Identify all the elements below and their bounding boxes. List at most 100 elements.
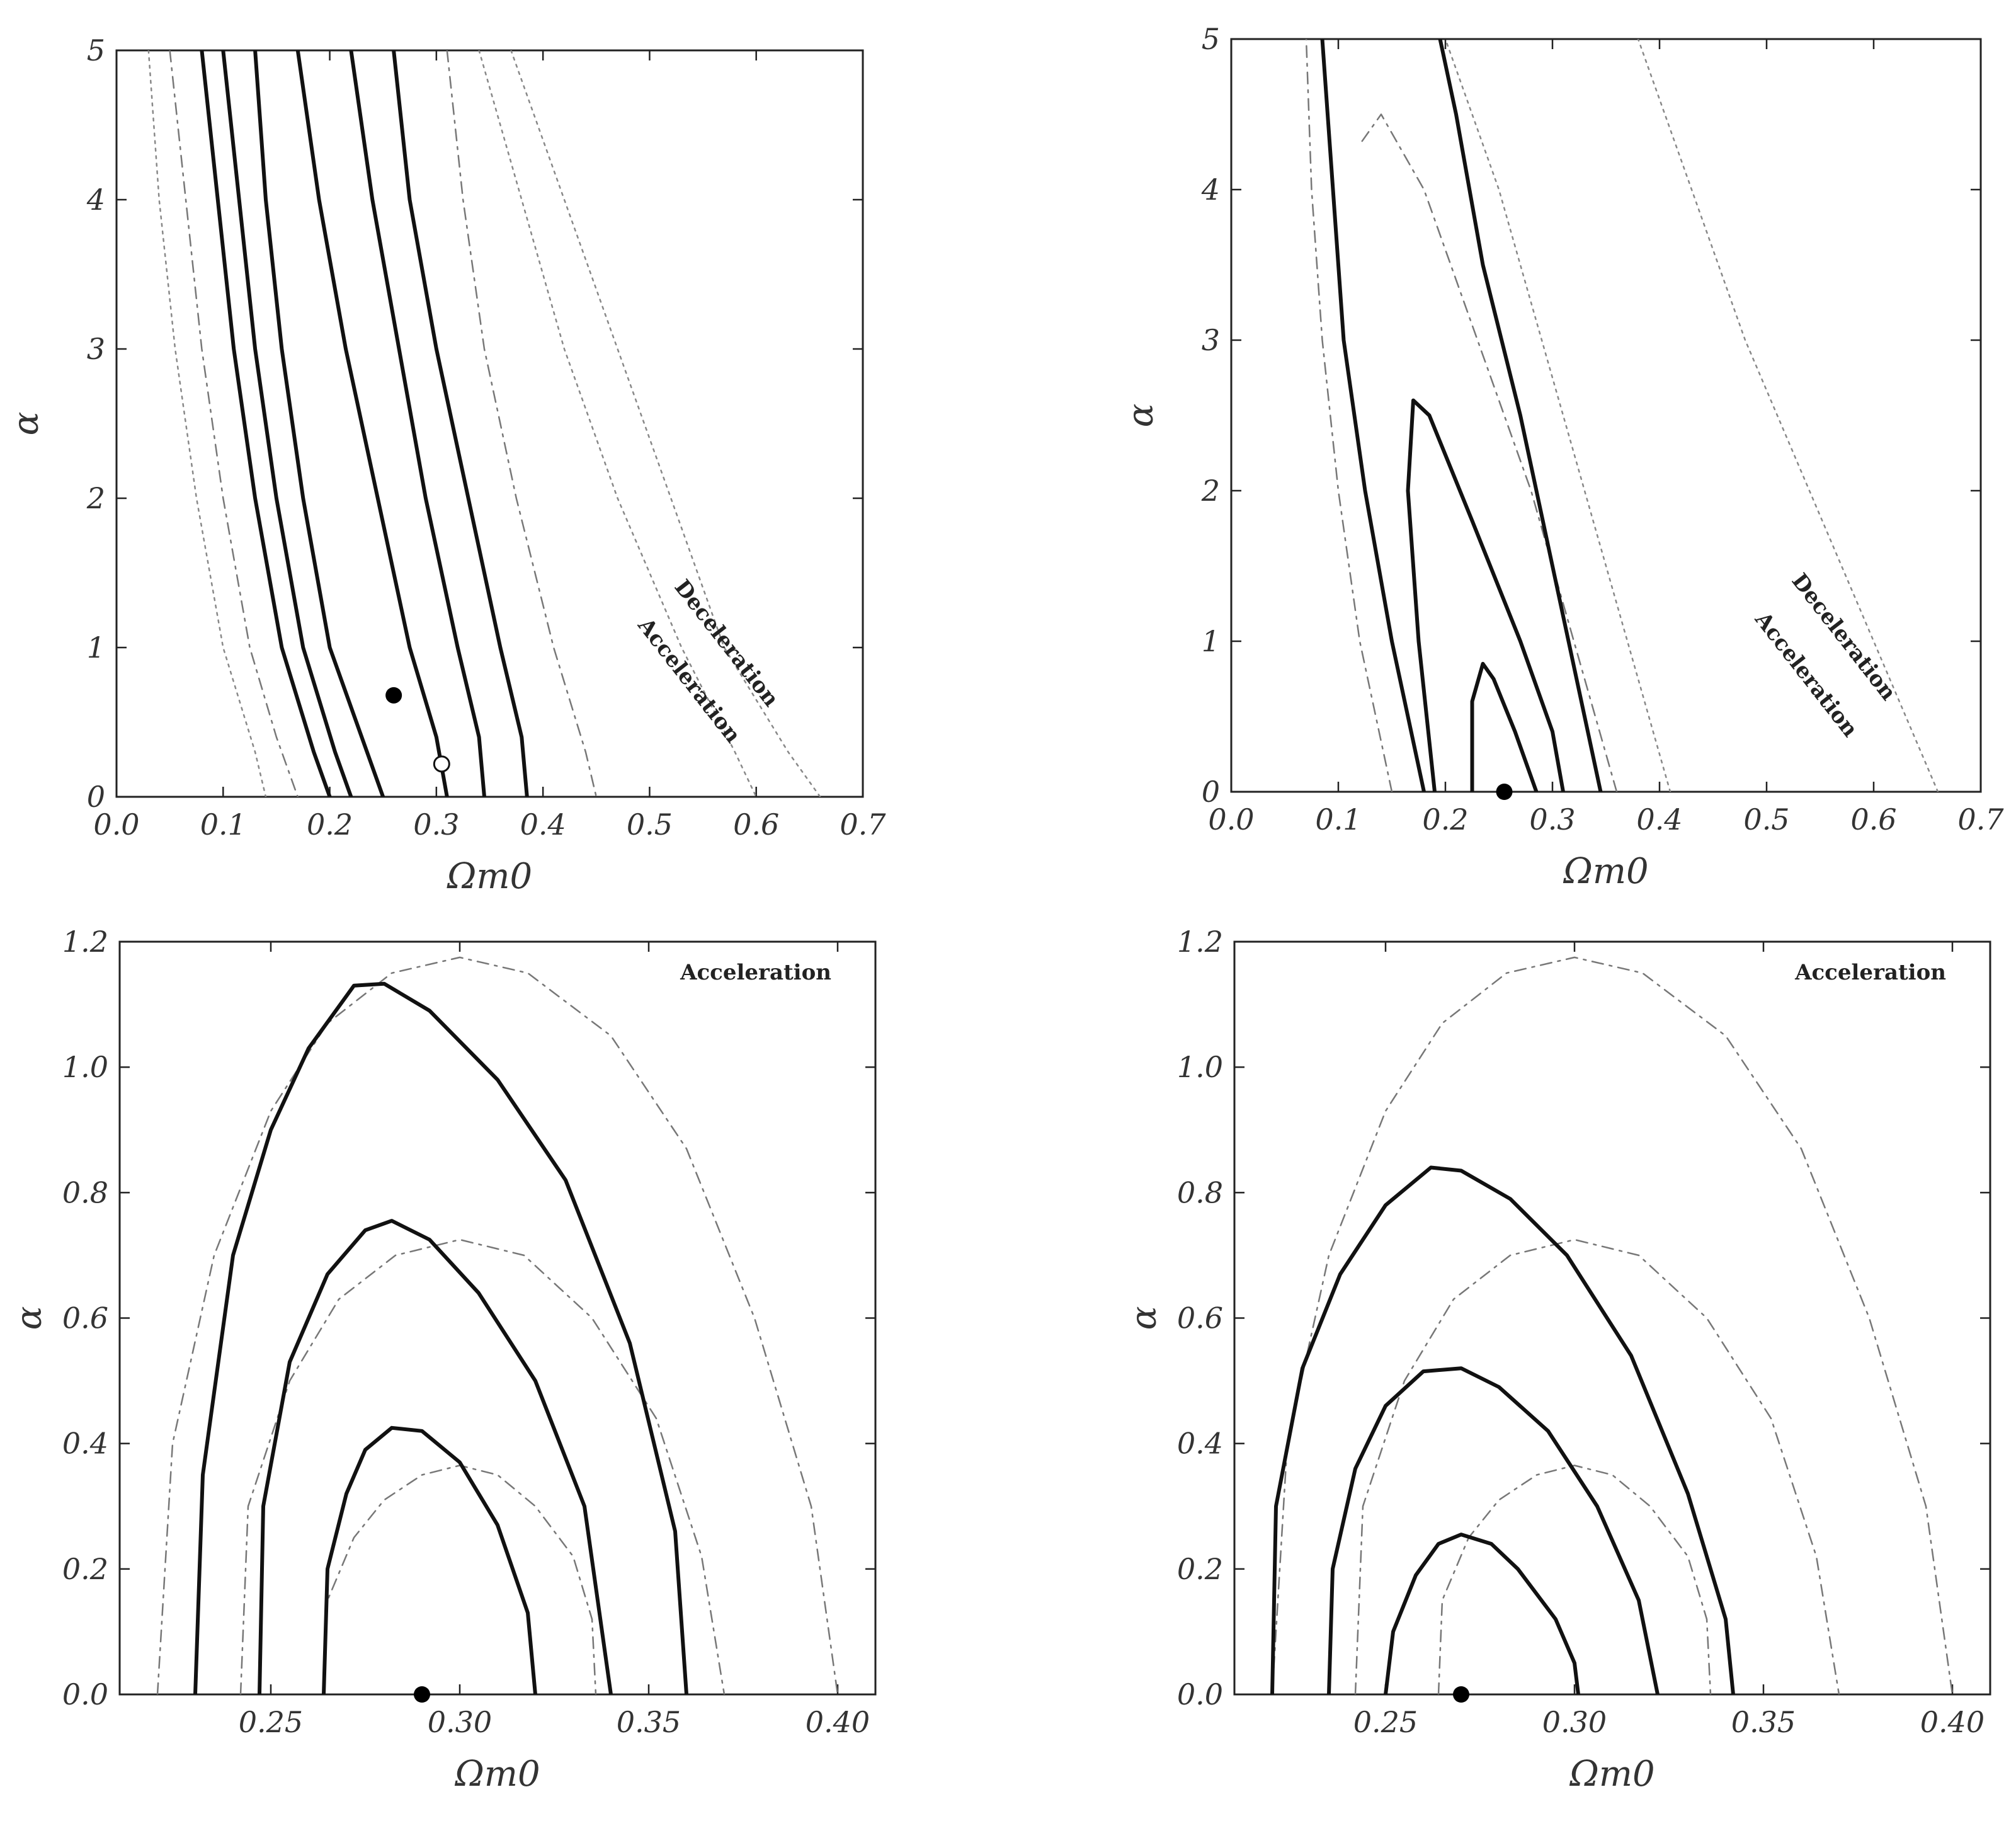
solid-contour [193, 981, 688, 1694]
y-tick-label: 0.4 [62, 1427, 108, 1461]
solid-contour [1438, 39, 1603, 792]
chart-panel-2: 0.0 0.1 0.2 0.3 0.4 0.5 0.6 0.7012345Ωm0αDecele… [1120, 22, 2004, 892]
dotted-contour [147, 50, 267, 797]
x-tick-label: 0.1 [200, 808, 246, 842]
y-tick-label: 4 [1201, 173, 1220, 207]
x-tick-label: 0.30 [1542, 1705, 1607, 1739]
y-tick-label: 1.2 [1177, 925, 1223, 959]
y-tick-label: 0.6 [1177, 1301, 1223, 1335]
contour-layer [147, 50, 821, 797]
y-tick-label: 0.2 [1177, 1552, 1223, 1586]
plot-frame [115, 49, 864, 798]
y-tick-label: 0.0 [1177, 1677, 1223, 1711]
y-tick-label: 0.6 [62, 1301, 108, 1335]
best-fit-point [414, 1686, 430, 1703]
plot-frame [1233, 940, 1991, 1696]
x-tick-label: 0.25 [239, 1705, 303, 1739]
x-tick-label: 0.4 [1636, 802, 1682, 837]
y-axis-label: α [1124, 1306, 1165, 1330]
y-tick-label: 1.0 [62, 1050, 108, 1084]
alt-best-fit-point [433, 755, 450, 773]
y-tick-label: 0.8 [1177, 1175, 1223, 1209]
x-axis-label: Ωm0 [1569, 1754, 1654, 1795]
dash-dot-contour [1437, 1465, 1712, 1694]
x-tick-label: 0.0 [93, 808, 139, 842]
solid-contour [1406, 398, 1565, 792]
solid-contour [1270, 1165, 1735, 1694]
y-tick-label: 1 [87, 631, 105, 665]
y-tick-label: 0.0 [62, 1677, 108, 1711]
y-tick-label: 0.8 [62, 1175, 108, 1209]
dash-dot-contour [1305, 39, 1393, 792]
solid-contour [1470, 661, 1539, 792]
chart-panel-3: 0.25 0.30 0.35 0.40 0.0 0.2 0.4 0.6 0.8 1.0 1.2 Ωm0… [9, 925, 877, 1795]
y-tick-label: 0.2 [62, 1552, 108, 1586]
solid-contour [253, 50, 385, 797]
x-tick-label: 0.4 [520, 808, 566, 842]
acceleration-label: Acceleration [1794, 960, 1946, 985]
x-tick-label: 0.3 [413, 808, 459, 842]
y-tick-label: 3 [87, 332, 105, 366]
solid-contour [322, 1425, 537, 1694]
plot-frame [1230, 38, 1982, 793]
dotted-contour [478, 50, 757, 797]
contour-layer [1270, 956, 1954, 1694]
y-tick-label: 1.0 [1177, 1050, 1223, 1084]
chart-panel-4: 0.25 0.30 0.35 0.40 0.0 0.2 0.4 0.6 0.8 1.0 1.2 Ωm0… [1124, 925, 1991, 1795]
x-tick-label: 0.35 [1731, 1705, 1796, 1739]
dash-dot-contour [1358, 113, 1618, 792]
x-tick-label: 0.1 [1315, 802, 1361, 837]
x-tick-label: 0.25 [1353, 1705, 1418, 1739]
x-tick-label: 0.0 [1208, 802, 1254, 837]
dotted-contour [510, 50, 821, 797]
x-tick-label: 0.6 [733, 808, 779, 842]
acceleration-label: Acceleration [680, 960, 831, 985]
y-tick-label: 2 [1201, 474, 1220, 508]
best-fit-point [1496, 784, 1513, 800]
solid-contour [295, 50, 449, 797]
y-tick-label: 1 [1202, 624, 1220, 658]
dash-dot-contour [239, 1238, 726, 1694]
x-tick-label: 0.5 [1743, 802, 1789, 837]
dash-dot-contour [1271, 956, 1954, 1694]
x-tick-label: 0.7 [840, 808, 886, 842]
x-axis-label: Ωm0 [447, 856, 532, 897]
y-tick-label: 3 [1202, 323, 1220, 357]
dash-dot-contour [169, 50, 299, 797]
best-fit-point [385, 687, 402, 704]
solid-contour [1327, 1366, 1660, 1694]
y-axis-label: α [9, 1306, 50, 1330]
y-axis-label: α [6, 412, 47, 436]
dash-dot-contour [446, 50, 598, 797]
x-tick-label: 0.6 [1850, 802, 1896, 837]
dash-dot-contour [156, 956, 839, 1694]
contour-layer [1305, 39, 1939, 792]
x-tick-label: 0.5 [627, 808, 673, 842]
y-tick-label: 2 [86, 481, 105, 515]
x-tick-label: 0.30 [428, 1705, 492, 1739]
x-tick-label: 0.40 [806, 1705, 870, 1739]
y-tick-label: 0 [1202, 775, 1220, 809]
solid-contour [1384, 1533, 1580, 1694]
y-tick-label: 0 [87, 780, 105, 814]
x-tick-label: 0.7 [1957, 802, 2004, 837]
x-tick-label: 0.35 [617, 1705, 681, 1739]
solid-contour [200, 50, 332, 797]
best-fit-point [1453, 1686, 1469, 1703]
y-axis-label: α [1120, 404, 1161, 428]
y-tick-label: 5 [87, 33, 105, 67]
dotted-contour [1444, 39, 1671, 792]
y-tick-label: 0.4 [1177, 1427, 1223, 1461]
y-tick-label: 4 [86, 183, 105, 217]
x-axis-label: Ωm0 [454, 1754, 540, 1795]
solid-contour [258, 1219, 613, 1694]
dotted-contour [1637, 39, 1939, 792]
x-tick-label: 0.3 [1529, 802, 1575, 837]
solid-contour [349, 50, 486, 797]
dash-dot-contour [322, 1465, 597, 1694]
plot-frame [118, 940, 877, 1696]
y-tick-label: 5 [1202, 22, 1220, 56]
contour-layer [156, 956, 839, 1694]
x-axis-label: Ωm0 [1563, 851, 1648, 892]
